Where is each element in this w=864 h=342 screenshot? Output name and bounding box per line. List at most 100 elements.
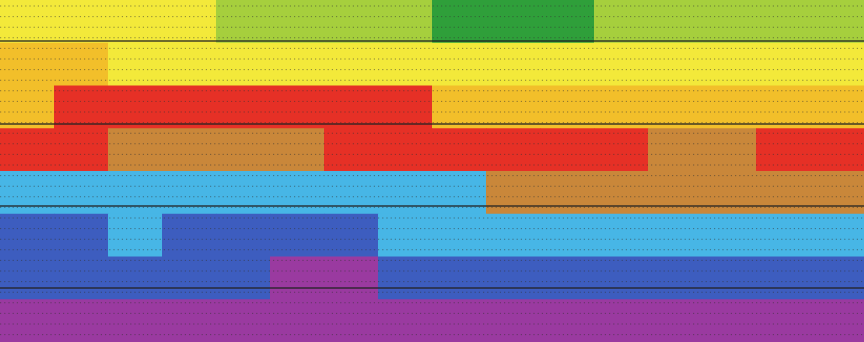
heatmap-cell	[702, 256, 757, 300]
heatmap-cell	[324, 299, 379, 342]
heatmap-cell	[648, 299, 703, 342]
heatmap-cell	[378, 128, 433, 172]
heatmap-cell	[540, 42, 595, 87]
heatmap-cell	[594, 128, 649, 172]
heatmap-cell	[702, 213, 757, 258]
heatmap-cell	[702, 299, 757, 342]
heatmap-cell	[594, 171, 649, 215]
heatmap-cell	[540, 299, 595, 342]
heatmap-cell	[108, 42, 163, 87]
heatmap-cell	[324, 256, 379, 300]
heatmap-cell	[540, 256, 595, 300]
heatmap-cell	[810, 256, 864, 300]
heatmap-cell	[216, 299, 271, 342]
heatmap-cell	[216, 42, 271, 87]
heatmap-cell	[540, 85, 595, 129]
heatmap-cell	[810, 42, 864, 87]
heatmap-cell	[54, 0, 109, 44]
heatmap-cell	[810, 299, 864, 342]
heatmap-cell	[594, 85, 649, 129]
heatmap-cell	[324, 128, 379, 172]
heatmap-cell	[216, 128, 271, 172]
heatmap-cell	[216, 85, 271, 129]
heatmap-cell	[702, 42, 757, 87]
heatmap-cell	[432, 299, 487, 342]
heatmap-cell	[162, 42, 217, 87]
heatmap-cell	[810, 85, 864, 129]
heatmap-cell	[648, 213, 703, 258]
heatmap-cell	[432, 213, 487, 258]
heatmap-cell	[108, 256, 163, 300]
heatmap-cell	[162, 256, 217, 300]
heatmap-cell	[540, 0, 595, 44]
heatmap-cell	[54, 85, 109, 129]
heatmap-cell	[0, 0, 55, 44]
heatmap-cell	[378, 42, 433, 87]
heatmap-cell	[702, 171, 757, 215]
heatmap-cell	[810, 0, 864, 44]
heatmap-cell	[270, 85, 325, 129]
heatmap-cell	[594, 256, 649, 300]
heatmap-cell	[594, 299, 649, 342]
heatmap-cell	[594, 213, 649, 258]
heatmap-cell	[162, 128, 217, 172]
heatmap-cell	[324, 213, 379, 258]
heatmap-cell	[540, 128, 595, 172]
heatmap-cell	[0, 213, 55, 258]
heatmap-cell	[540, 213, 595, 258]
heatmap-cell	[270, 128, 325, 172]
heatmap-cell	[378, 256, 433, 300]
heatmap-cell	[756, 85, 811, 129]
heatmap-cell	[54, 42, 109, 87]
heatmap-cell	[810, 213, 864, 258]
heatmap-cell	[108, 213, 163, 258]
heatmap-cell	[756, 0, 811, 44]
heatmap-cell	[486, 0, 541, 44]
heatmap-cell	[378, 85, 433, 129]
heatmap-cell	[54, 128, 109, 172]
heatmap-cell	[324, 0, 379, 44]
heatmap-cell	[432, 85, 487, 129]
heatmap-cell	[756, 256, 811, 300]
heatmap-cell	[270, 42, 325, 87]
heatmap-cell	[0, 42, 55, 87]
heatmap-cell	[648, 85, 703, 129]
heatmap-cell	[486, 213, 541, 258]
heatmap-cell	[162, 0, 217, 44]
heatmap-cell	[108, 299, 163, 342]
heatmap-cell	[486, 42, 541, 87]
heatmap-cell	[432, 128, 487, 172]
heatmap-cell	[378, 213, 433, 258]
heatmap-cell	[216, 0, 271, 44]
heatmap-cell	[648, 128, 703, 172]
heatmap-cell	[324, 171, 379, 215]
heatmap-cell	[0, 299, 55, 342]
heatmap-cell	[378, 299, 433, 342]
heatmap-cell	[108, 0, 163, 44]
heatmap-cell	[432, 171, 487, 215]
heatmap-cell	[486, 128, 541, 172]
heatmap-cell	[216, 213, 271, 258]
heatmap-cell	[162, 299, 217, 342]
heatmap-cell	[54, 213, 109, 258]
heatmap-cell	[162, 85, 217, 129]
heatmap-cell	[486, 85, 541, 129]
heatmap-cell	[756, 299, 811, 342]
heatmap-cell	[432, 256, 487, 300]
heatmap-cell	[270, 213, 325, 258]
heatmap-cell	[648, 42, 703, 87]
heatmap-cell	[702, 128, 757, 172]
heatmap-cell	[648, 0, 703, 44]
heatmap-cell	[756, 128, 811, 172]
heatmap-cell	[756, 213, 811, 258]
heatmap-cell	[54, 299, 109, 342]
heatmap-cell	[810, 128, 864, 172]
heatmap-cell	[432, 0, 487, 44]
heatmap-cell	[378, 0, 433, 44]
heatmap-cell	[0, 128, 55, 172]
heatmap-cell	[216, 256, 271, 300]
heatmap-cell	[324, 42, 379, 87]
heatmap-cell	[432, 42, 487, 87]
heatmap-cell	[54, 171, 109, 215]
